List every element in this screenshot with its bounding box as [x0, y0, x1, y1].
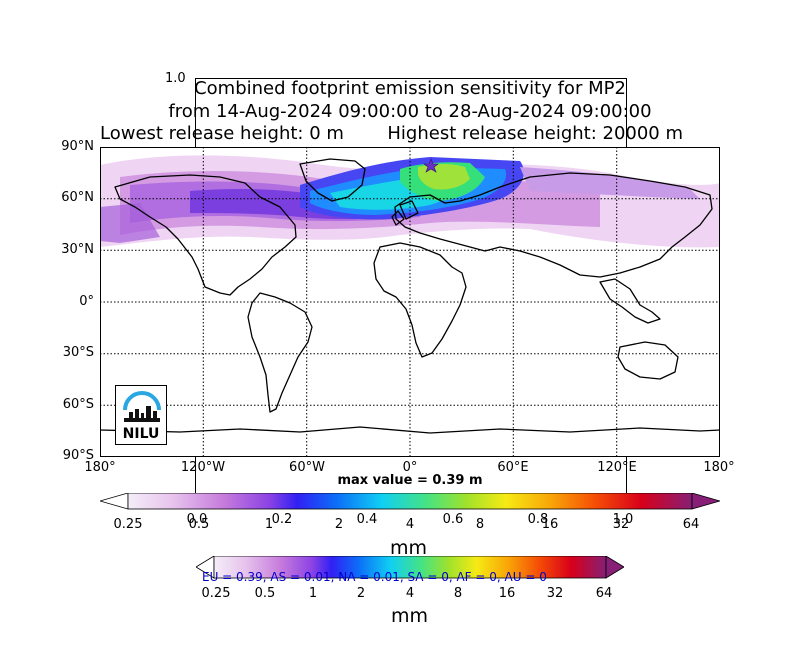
graticule [100, 147, 720, 457]
lat-label-90s: 90°S [62, 448, 94, 463]
lat-label-60s: 60°S [62, 397, 94, 412]
cb-second-tick-4: 4 [405, 586, 415, 601]
lowest-release-height: Lowest release height: 0 m [100, 123, 344, 144]
title-line-1: Combined footprint emission sensitivity … [194, 78, 626, 99]
cb-second-tick-0: 0.25 [201, 586, 231, 601]
lon-label-120w: 120°W [180, 460, 226, 475]
cb-second-tick-6: 16 [498, 586, 516, 601]
cb-second-tick-8: 64 [595, 586, 613, 601]
cb-second-tick-5: 8 [453, 586, 463, 601]
title-line-3: Lowest release height: 0 m Highest relea… [100, 123, 683, 145]
cb-main-tick-6: 16 [541, 517, 559, 532]
nilu-logo: NILU [115, 385, 167, 445]
cb-second-tick-1: 0.5 [254, 586, 276, 601]
second-colorbar [196, 556, 624, 579]
ghost-tick-1: 0.2 [271, 512, 293, 527]
ghost-tick-4: 0.8 [527, 512, 549, 527]
cb-main-unit: mm [390, 537, 428, 559]
cb-main-tick-8: 64 [682, 517, 700, 532]
ghost-tick-2: 0.4 [356, 512, 378, 527]
lat-label-90n: 90°N [61, 139, 94, 154]
lon-label-120e: 120°E [597, 460, 637, 475]
highest-release-height: Highest release height: 20000 m [387, 123, 684, 144]
region-summary: EU = 0.39, AS = 0.01, NA = 0.01, SA = 0,… [202, 570, 547, 584]
emission-plume [100, 155, 720, 248]
coastlines [100, 158, 720, 434]
release-site-star [423, 158, 439, 173]
lon-label-180e: 180° [703, 460, 735, 475]
lon-label-0: 0° [402, 460, 418, 475]
cb-second-tick-2: 1 [308, 586, 318, 601]
lon-label-180w: 180° [84, 460, 116, 475]
lat-label-0: 0° [79, 294, 94, 309]
title-line-2: from 14-Aug-2024 09:00:00 to 28-Aug-2024… [168, 101, 652, 122]
nilu-logo-icon [123, 391, 161, 422]
lat-label-60n: 60°N [61, 190, 94, 205]
cb-main-tick-2: 1 [264, 517, 274, 532]
cb-main-tick-4: 4 [405, 517, 415, 532]
footprint-map [100, 147, 720, 457]
cb-main-tick-5: 8 [475, 517, 485, 532]
nilu-logo-text: NILU [122, 426, 160, 442]
lon-label-60e: 60°E [497, 460, 529, 475]
cb-second-tick-7: 32 [546, 586, 564, 601]
cb-main-tick-3: 2 [334, 517, 344, 532]
lon-label-60w: 60°W [289, 460, 325, 475]
cb-main-tick-1: 0.5 [188, 517, 210, 532]
lat-label-30n: 30°N [61, 242, 94, 257]
ghost-tick-3: 0.6 [442, 512, 464, 527]
ghost-tick-0: 0.0 [186, 512, 208, 527]
cb-second-unit: mm [391, 605, 429, 627]
cb-main-tick-7: 32 [612, 517, 630, 532]
ghost-tick-5: 1.0 [612, 512, 634, 527]
main-colorbar [100, 493, 720, 510]
ghost-axis-top-label: 1.0 [165, 71, 186, 86]
cb-second-tick-3: 2 [356, 586, 366, 601]
max-value-label: max value = 0.39 m [337, 473, 483, 488]
cb-main-tick-0: 0.25 [113, 517, 143, 532]
lat-label-30s: 30°S [62, 345, 94, 360]
